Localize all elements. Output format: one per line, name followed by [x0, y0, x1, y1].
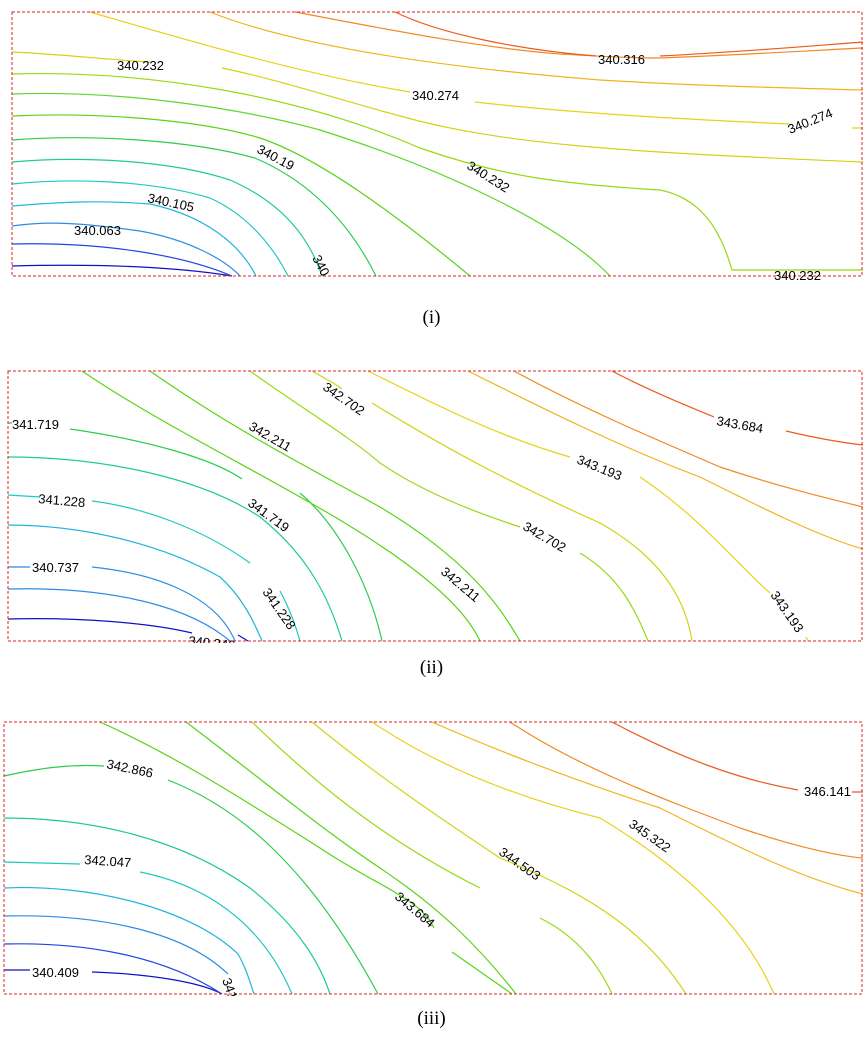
contour-line: [149, 370, 521, 642]
contour-label: 341.719: [12, 417, 59, 432]
contour-line: [251, 721, 613, 995]
contour-label: 341.228: [38, 491, 86, 510]
contour-line: [11, 114, 471, 277]
contour-label: 343.193: [575, 452, 624, 484]
contour-line: [513, 370, 863, 508]
contour-label: 340.232: [464, 158, 512, 196]
contour-label: 342.702: [320, 379, 367, 418]
contour-line: [11, 73, 863, 271]
contour-line: [394, 11, 863, 57]
figure-caption-3: (iii): [417, 1008, 446, 1029]
contour-line: [467, 370, 863, 550]
contour-label: 340.105: [146, 190, 195, 214]
contour-line: [185, 721, 517, 995]
plot-frame: [7, 370, 863, 642]
contour-plot-2: 342.702 343.684 341.719 342.211 343.193 …: [7, 370, 863, 643]
contour-line: [4, 969, 223, 995]
contour-label: 340.232: [117, 58, 164, 73]
contour-label: 346.141: [804, 784, 851, 799]
contour-label: 341.228: [260, 585, 299, 632]
contour-line: [367, 370, 809, 642]
contour-line: [209, 11, 863, 91]
contour-label: 340.063: [74, 223, 121, 238]
contour-line: [11, 201, 257, 277]
contour-label: 342.211: [438, 564, 483, 605]
contour-line: [611, 370, 863, 446]
contour-line: [8, 422, 383, 642]
contour-label: 340.274: [786, 105, 835, 137]
contour-line: [294, 11, 863, 59]
contour-label: 340: [309, 252, 332, 278]
contour-line: [11, 222, 241, 277]
contour-label: 343.193: [768, 588, 807, 635]
contour-line: [11, 158, 323, 277]
contour-label: 343.684: [392, 889, 438, 931]
contour-line: [7, 588, 231, 642]
contour-line: [249, 370, 649, 642]
contour-line: [371, 721, 775, 995]
contour-line: [431, 721, 863, 895]
contour-line: [89, 11, 863, 129]
contour-label: 342.047: [84, 852, 132, 870]
contour-line: [99, 721, 513, 995]
contour-line: [7, 494, 301, 642]
contour-line: [3, 915, 229, 975]
contour-plot-1: 340.316 340.232 340.274 340.274 340.19 3…: [11, 11, 863, 280]
contour-line: [8, 566, 236, 642]
contour-label: 340.737: [32, 560, 79, 575]
contour-line: [509, 721, 863, 859]
contour-line: [11, 264, 233, 277]
contour-panel-2: 342.702 343.684 341.719 342.211 343.193 …: [0, 367, 863, 643]
contour-line: [3, 886, 255, 995]
contour-line: [7, 524, 263, 642]
contour-line: [11, 243, 233, 277]
contour-label: 343.684: [715, 413, 764, 436]
figure-caption-2: (ii): [419, 657, 444, 678]
contour-line: [3, 764, 379, 995]
contour-line: [7, 618, 249, 642]
contour-label: 344.503: [496, 844, 543, 883]
figure-caption-1: (i): [422, 307, 441, 328]
contour-panel-3: 342.866 346.141 342.047 345.322 344.503 …: [0, 718, 863, 996]
contour-line: [611, 721, 863, 793]
contour-label: 340.274: [412, 88, 459, 103]
contour-label: 342.702: [521, 519, 569, 555]
contour-label: 340.232: [774, 268, 821, 280]
contour-line: [81, 370, 481, 642]
contour-line: [11, 180, 289, 277]
plot-frame: [11, 11, 863, 277]
contour-line: [11, 92, 611, 277]
contour-line: [311, 370, 693, 642]
contour-label: 341.719: [245, 495, 292, 535]
contour-line: [3, 943, 223, 995]
contour-label: 340.409: [32, 965, 79, 980]
contour-line: [7, 456, 343, 642]
contour-line: [3, 817, 331, 995]
contour-label: 342.866: [105, 756, 154, 780]
contour-line: [11, 137, 377, 277]
contour-line: [311, 721, 687, 995]
contour-line: [11, 51, 863, 163]
contour-label: 345.322: [626, 816, 673, 855]
contour-plot-3: 342.866 346.141 342.047 345.322 344.503 …: [3, 721, 863, 996]
contour-label: 340.316: [598, 52, 645, 67]
contour-panel-1: 340.316 340.232 340.274 340.274 340.19 3…: [0, 8, 863, 280]
contour-line: [3, 861, 293, 995]
contour-label: 340.246: [188, 633, 236, 643]
contour-label: 341: [219, 976, 241, 996]
